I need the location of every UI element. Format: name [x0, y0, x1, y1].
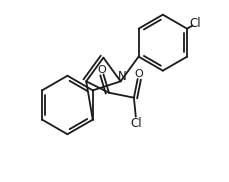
Text: Cl: Cl: [131, 117, 142, 130]
Text: Cl: Cl: [190, 17, 201, 30]
Text: O: O: [98, 65, 106, 75]
Text: N: N: [117, 70, 126, 83]
Text: O: O: [134, 70, 143, 80]
